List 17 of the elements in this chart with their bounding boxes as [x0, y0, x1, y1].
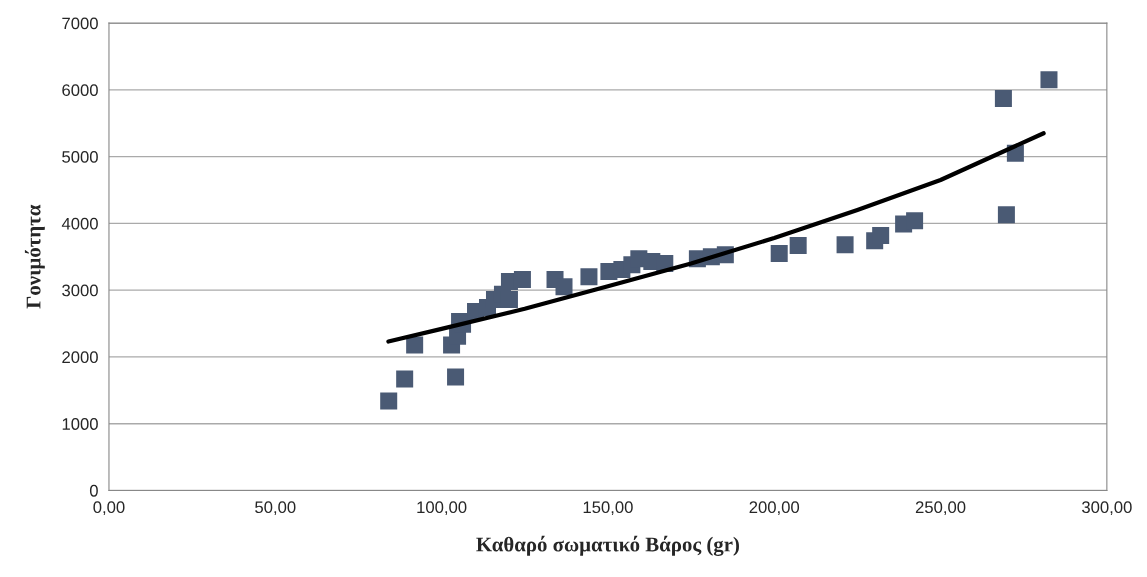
x-tick-label: 100,00 — [417, 501, 467, 516]
y-tick-label: 5000 — [62, 151, 98, 163]
x-tick-label: 0,00 — [93, 501, 125, 516]
x-axis-title: Καθαρό σωματικό Βάρος (gr) — [476, 535, 739, 556]
x-tick-label: 300,00 — [1082, 501, 1132, 516]
y-tick-label: 7000 — [62, 17, 98, 30]
y-tick-label: 2000 — [62, 351, 98, 364]
x-tick-label: 50,00 — [255, 501, 296, 516]
x-tick-label: 200,00 — [749, 501, 800, 516]
x-tick-label: 250,00 — [915, 501, 966, 516]
x-tick-label: 150,00 — [583, 501, 633, 516]
y-axis-title: Γονιμότητα — [24, 204, 45, 309]
y-tick-label: 6000 — [62, 84, 98, 97]
y-tick-label: 4000 — [61, 217, 98, 230]
y-tick-label: 3000 — [62, 284, 98, 297]
y-tick-label: 0 — [89, 484, 98, 497]
y-tick-label: 1000 — [62, 418, 98, 430]
